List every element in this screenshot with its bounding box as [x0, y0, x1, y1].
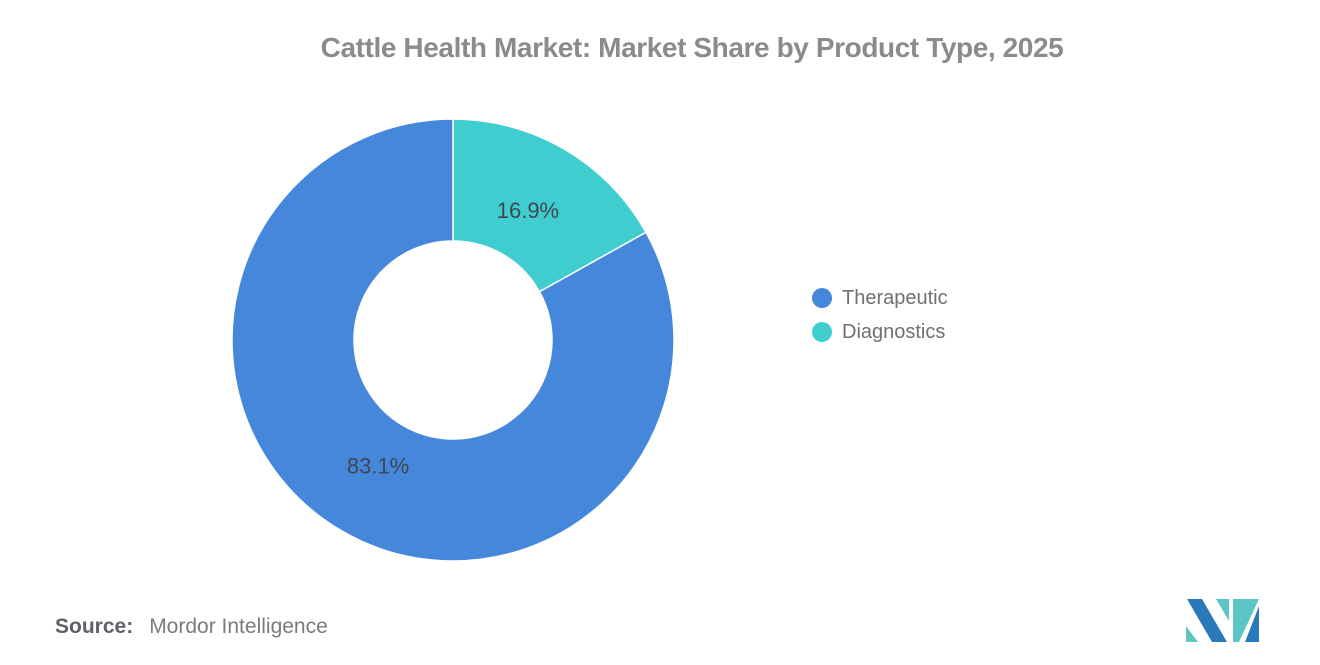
- source-value: Mordor Intelligence: [149, 615, 328, 638]
- logo-shape-teal-peak: [1216, 599, 1229, 621]
- legend-item-diagnostics: Diagnostics: [812, 320, 948, 344]
- chart-legend: Therapeutic Diagnostics: [812, 286, 948, 354]
- legend-label-therapeutic: Therapeutic: [842, 286, 948, 309]
- chart-title: Cattle Health Market: Market Share by Pr…: [320, 32, 1064, 63]
- donut-chart: 16.9% 83.1%: [231, 118, 675, 562]
- mordor-intelligence-logo: [1186, 599, 1259, 642]
- source-label: Source:: [55, 615, 134, 638]
- legend-label-diagnostics: Diagnostics: [842, 320, 946, 343]
- logo-shape-blue-corner: [1245, 606, 1259, 642]
- logo-shape-teal-block: [1233, 599, 1259, 642]
- slice-label-therapeutic: 83.1%: [347, 453, 409, 478]
- slice-therapeutic: [231, 118, 675, 562]
- slice-label-diagnostics: 16.9%: [497, 198, 559, 223]
- legend-swatch-diagnostics: [812, 322, 832, 342]
- slice-diagnostics: [452, 118, 648, 293]
- donut-chart-container: 16.9% 83.1%: [227, 114, 679, 566]
- logo-shape-teal-foot: [1186, 626, 1198, 642]
- logo-shape-blue-band: [1187, 599, 1227, 642]
- source-line: Source: Mordor Intelligence: [55, 615, 328, 639]
- legend-swatch-therapeutic: [812, 288, 832, 308]
- legend-item-therapeutic: Therapeutic: [812, 286, 948, 310]
